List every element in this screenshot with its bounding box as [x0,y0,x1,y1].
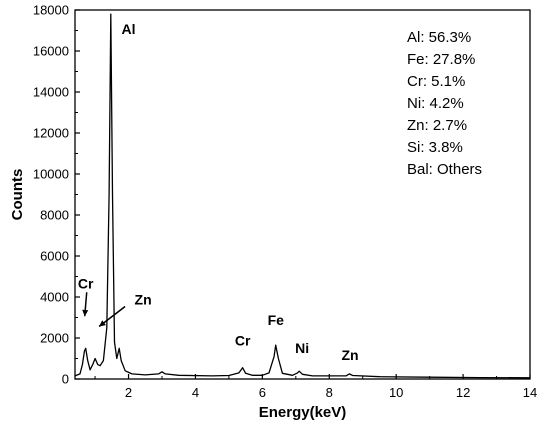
peak-label-zn: Zn [135,292,152,308]
y-tick-label: 0 [62,372,69,387]
peak-label-cr: Cr [78,275,94,291]
y-tick-label: 10000 [33,167,69,182]
y-tick-label: 8000 [40,208,69,223]
spectrum-line [74,13,531,379]
x-tick-label: 10 [389,385,403,400]
x-tick-label: 12 [456,385,470,400]
composition-item: Zn: 2.7% [407,117,467,134]
x-axis-ticks: 2 4 6 8 10 12 14 [94,374,537,400]
y-tick-label: 16000 [33,44,69,59]
x-tick-label: 4 [192,385,199,400]
y-tick-label: 18000 [33,3,69,18]
composition-legend: Al: 56.3% Fe: 27.8% Cr: 5.1% Ni: 4.2% Zn: 2.… [407,29,482,178]
composition-item: Cr: 5.1% [407,73,465,90]
plot-frame [74,9,531,380]
peak-label-al: Al [121,21,135,37]
y-axis-ticks: 0 2000 4000 6000 8000 10000 12000 14000 16000 180… [33,3,80,387]
x-tick-label: 6 [259,385,266,400]
composition-item: Ni: 4.2% [407,95,464,112]
peak-label-ni: Ni [295,340,309,356]
composition-item: Si: 3.8% [407,139,463,156]
x-tick-label: 8 [326,385,333,400]
x-axis-title: Energy(keV) [259,404,347,421]
arrow-zn-head [99,320,106,327]
y-tick-label: 4000 [40,290,69,305]
composition-item: Fe: 27.8% [407,51,475,68]
x-tick-label: 14 [523,385,537,400]
peak-label-fe: Fe [268,312,285,328]
y-tick-label: 14000 [33,85,69,100]
y-tick-label: 6000 [40,249,69,264]
y-tick-label: 2000 [40,331,69,346]
peak-label-cr: Cr [235,333,251,349]
peak-label-zn: Zn [341,347,358,363]
peak-labels: Al Cr Zn Cr Fe Ni Zn [78,21,359,363]
composition-item: Bal: Others [407,161,482,178]
arrow-cr-head [82,309,89,317]
y-tick-label: 12000 [33,126,69,141]
y-axis-title: Counts [9,169,26,221]
composition-item: Al: 56.3% [407,29,471,46]
x-tick-label: 2 [125,385,132,400]
peak-arrows [82,292,126,328]
